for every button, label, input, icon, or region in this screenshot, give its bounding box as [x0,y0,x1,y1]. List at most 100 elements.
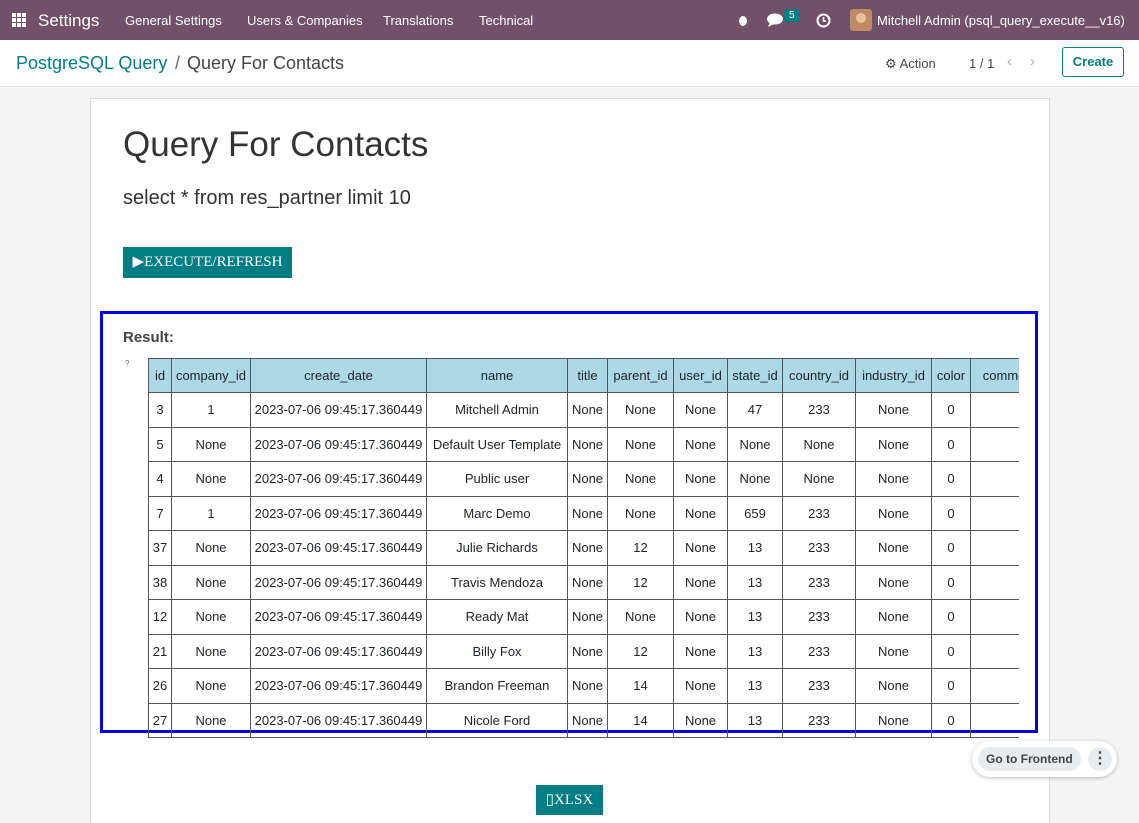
table-cell: None [673,668,728,704]
table-cell: 14 [607,668,674,704]
table-cell: 12 [148,599,172,635]
table-cell: None [171,426,251,462]
column-header: title [567,358,608,393]
table-cell [970,426,1019,462]
table-cell: 233 [782,668,856,704]
apps-icon[interactable] [12,13,26,27]
debug-icon[interactable] [736,13,750,27]
column-header: create_date [250,358,427,393]
table-cell: None [607,599,674,635]
menu[interactable]: Technical [479,13,534,28]
table-cell: Julie Richards [426,530,568,566]
table-cell: None [567,702,608,738]
table-cell: 0 [931,564,971,600]
table-cell: 12 [607,633,674,669]
table-cell: 233 [782,633,856,669]
result-table: id company_id create_date name title parent_i… [148,358,1019,738]
table-cell: Mitchell Admin [426,392,568,428]
table-cell [970,392,1019,428]
table-cell: 233 [782,495,856,531]
frontend-button[interactable]: Go to Frontend [978,747,1081,771]
pager-prev[interactable]: ‹ [1007,53,1012,70]
table-cell: None [567,668,608,704]
table-cell: None [171,564,251,600]
app-name[interactable]: Settings [38,11,100,30]
table-cell: None [673,599,728,635]
table-cell: None [673,702,728,738]
column-header: company_id [171,358,251,393]
table-cell: 2023-07-06 09:45:17.360449 [250,495,427,531]
table-cell: None [567,530,608,566]
table-cell: 2023-07-06 09:45:17.360449 [250,702,427,738]
table-row: 5 None 2023-07-06 09:45:17.360449 Default U… [148,426,1019,462]
table-cell: 2023-07-06 09:45:17.360449 [250,426,427,462]
table-cell: None [673,633,728,669]
table-cell: Travis Mendoza [426,564,568,600]
table-row: 4 None 2023-07-06 09:45:17.360449 Public us… [148,461,1019,497]
table-cell: 659 [727,495,783,531]
pager: 1 / 1 [969,56,995,71]
action-button[interactable]: ⚙ Action [885,56,936,71]
table-body: 3 1 2023-07-06 09:45:17.360449 Mitchell Adm… [148,392,1019,738]
table-cell: Nicole Ford [426,702,568,738]
table-cell [970,633,1019,669]
table-cell: None [673,495,728,531]
table-cell [970,564,1019,600]
table-cell: Default User Template [426,426,568,462]
more-button[interactable]: ⋮ [1088,747,1112,771]
table-cell: None [171,599,251,635]
table-cell: 13 [727,702,783,738]
table-cell: None [607,495,674,531]
table-cell: None [567,461,608,497]
control-panel: PostgreSQL Query / Query For Contacts ⚙ … [0,40,1139,87]
form-title: Query For Contacts [123,125,429,164]
menu[interactable]: Users & Companies [247,13,363,28]
table-cell: None [855,633,932,669]
table-cell: 233 [782,702,856,738]
table-cell: 0 [931,599,971,635]
table-cell: 2023-07-06 09:45:17.360449 [250,668,427,704]
table-cell: None [171,668,251,704]
avatar[interactable] [850,9,872,31]
breadcrumb-parent[interactable]: PostgreSQL Query [16,53,168,73]
create-button[interactable]: Create [1062,47,1124,77]
help-mark: ? [125,359,130,368]
table-cell: None [171,702,251,738]
table-cell: 233 [782,530,856,566]
table-cell: 27 [148,702,172,738]
xlsx-button[interactable]: ▯XLSX [536,785,603,815]
table-cell: 13 [727,668,783,704]
table-cell: None [607,461,674,497]
table-cell: None [567,392,608,428]
table-cell: 7 [148,495,172,531]
table-cell: None [673,530,728,566]
table-cell [970,530,1019,566]
activity-icon[interactable] [816,13,831,28]
table-cell: 12 [607,530,674,566]
table-cell: 0 [931,530,971,566]
query-text: select * from res_partner limit 10 [123,187,411,209]
table-cell [970,461,1019,497]
table-cell: 13 [727,564,783,600]
column-header: comment [970,358,1019,393]
chat-icon[interactable] [767,13,785,27]
table-cell: None [567,599,608,635]
pager-next[interactable]: › [1030,53,1035,70]
menu[interactable]: General Settings [125,13,222,28]
table-cell: None [782,461,856,497]
table-cell: Brandon Freeman [426,668,568,704]
table-cell: None [567,495,608,531]
execute-button[interactable]: ▶EXECUTE/REFRESH [123,247,292,278]
frontend-pill: Go to Frontend ⋮ [972,741,1117,777]
table-cell: 2023-07-06 09:45:17.360449 [250,392,427,428]
table-cell: 13 [727,530,783,566]
table-row: 37 None 2023-07-06 09:45:17.360449 Julie Ri… [148,530,1019,566]
table-cell: 13 [727,633,783,669]
table-cell: None [607,392,674,428]
column-header: parent_id [607,358,674,393]
user-menu[interactable]: Mitchell Admin (psql_query_execute__v16) [877,13,1125,28]
table-cell: 12 [607,564,674,600]
menu[interactable]: Translations [383,13,454,28]
column-header: state_id [727,358,783,393]
